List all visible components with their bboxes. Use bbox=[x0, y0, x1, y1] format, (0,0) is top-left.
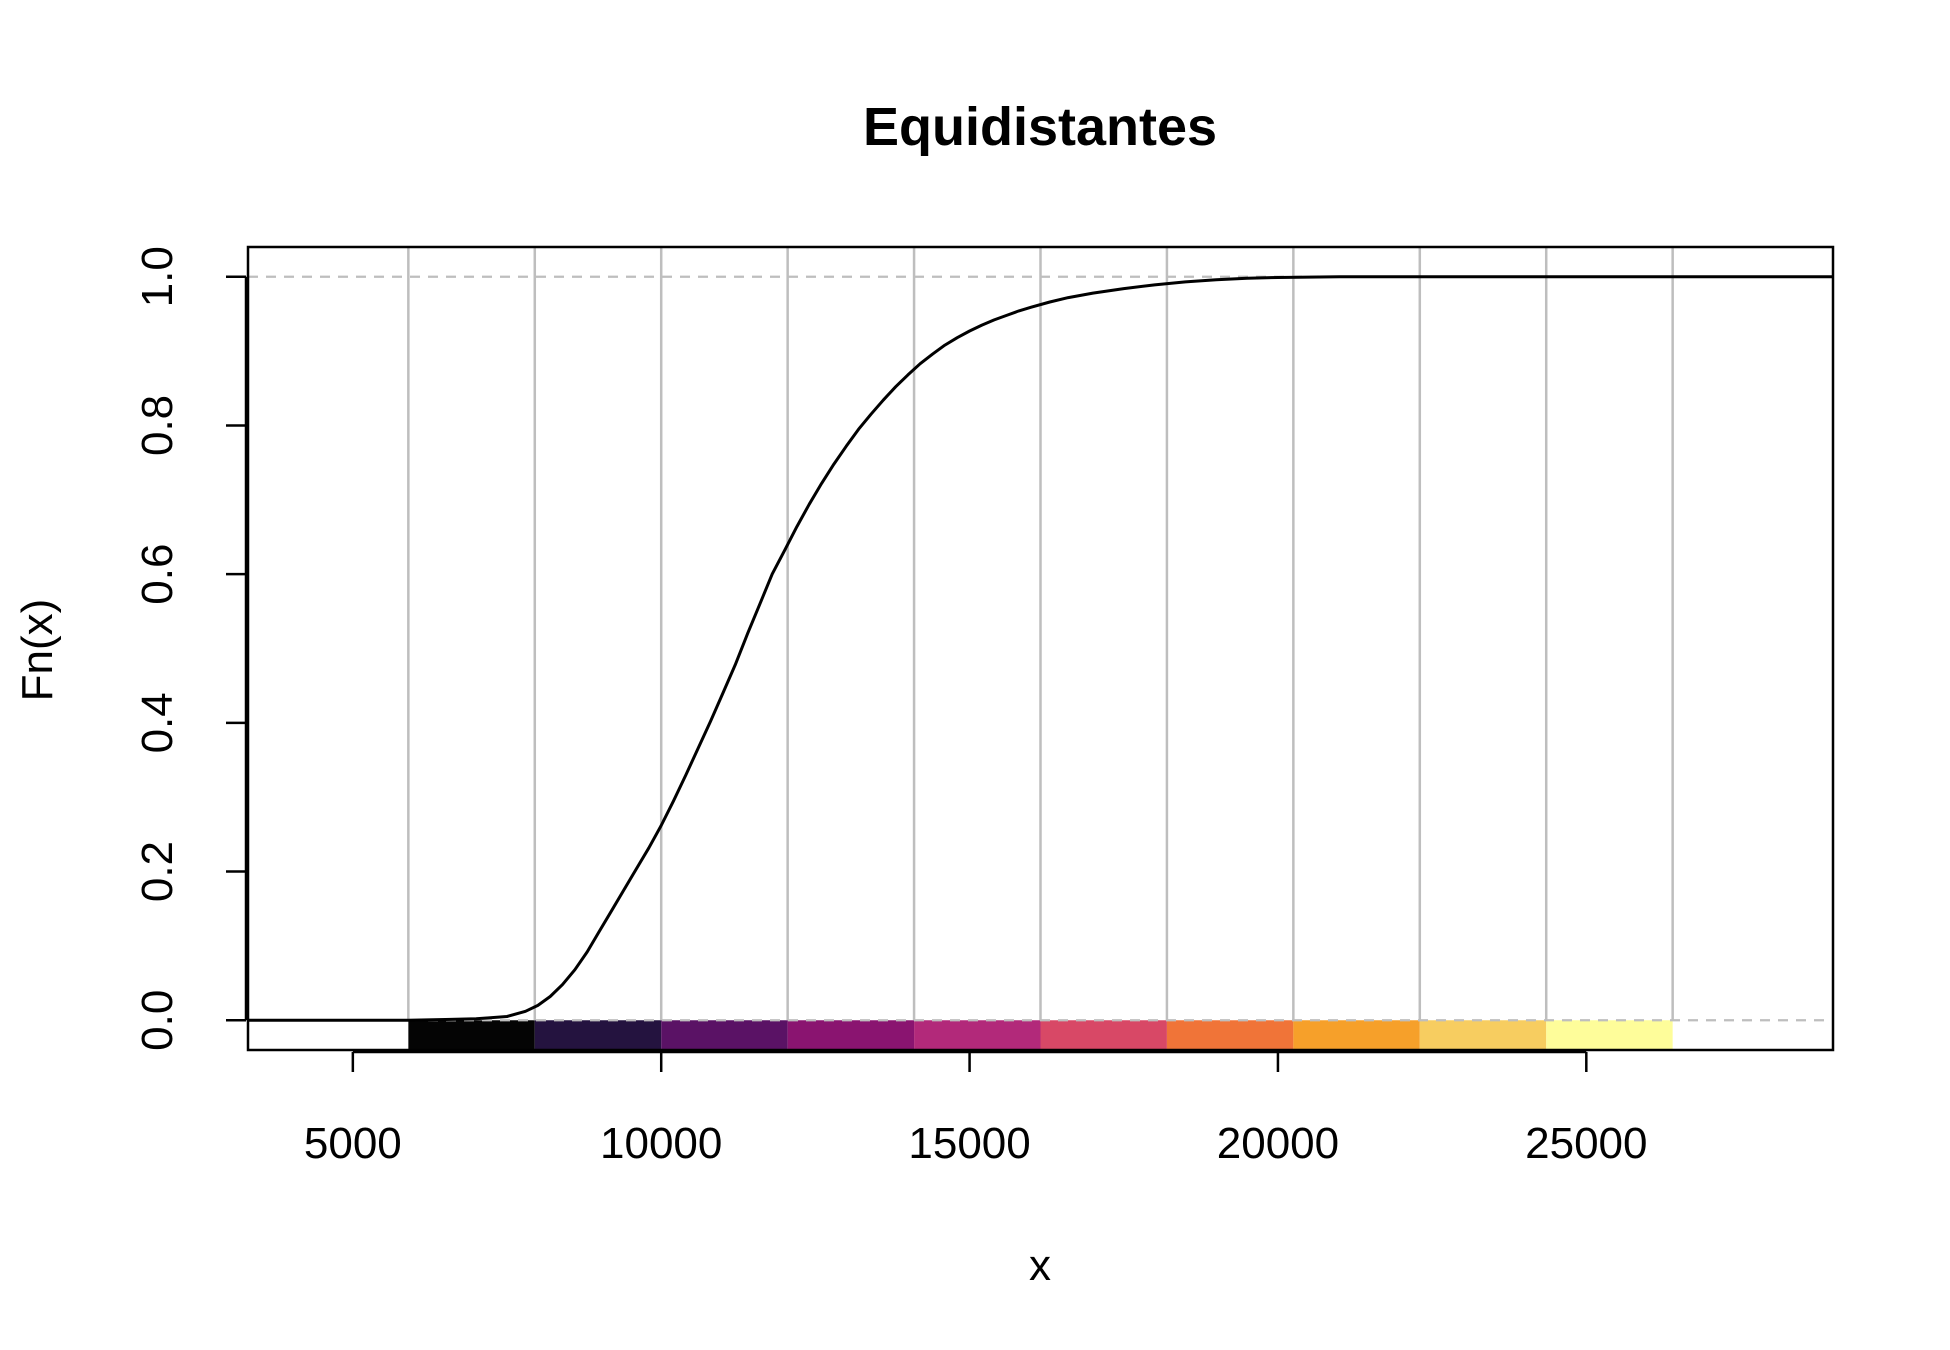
y-axis: 0.0 0.2 0.4 0.6 0.8 1.0 bbox=[133, 246, 248, 1051]
color-bands bbox=[408, 1020, 1673, 1050]
y-tick-label: 0.8 bbox=[133, 395, 182, 456]
x-axis: 5000 10000 15000 20000 25000 bbox=[304, 1050, 1647, 1168]
interval-band bbox=[1419, 1020, 1547, 1050]
interval-band bbox=[534, 1020, 662, 1050]
y-tick-label: 1.0 bbox=[133, 246, 182, 307]
ecdf-line bbox=[248, 275, 1833, 1022]
y-axis-label: Fn(x) bbox=[13, 599, 62, 702]
x-tick-label: 20000 bbox=[1217, 1119, 1339, 1168]
x-tick-label: 15000 bbox=[908, 1119, 1030, 1168]
x-axis-label: x bbox=[1029, 1241, 1051, 1290]
interval-band bbox=[661, 1020, 788, 1050]
interval-band bbox=[1040, 1020, 1167, 1050]
x-tick-label: 25000 bbox=[1525, 1119, 1647, 1168]
interval-band bbox=[1166, 1020, 1294, 1050]
chart-title: Equidistantes bbox=[863, 97, 1217, 157]
y-tick-label: 0.2 bbox=[133, 841, 182, 902]
x-tick-label: 10000 bbox=[600, 1119, 722, 1168]
x-tick-label: 5000 bbox=[304, 1119, 402, 1168]
plot-frame bbox=[246, 245, 1835, 1052]
y-tick-label: 0.6 bbox=[133, 544, 182, 605]
y-tick-label: 0.4 bbox=[133, 692, 182, 753]
interval-band bbox=[1293, 1020, 1420, 1050]
interval-band bbox=[408, 1020, 535, 1050]
interval-band bbox=[1546, 1020, 1673, 1050]
interval-band bbox=[787, 1020, 915, 1050]
interval-band bbox=[914, 1020, 1041, 1050]
breakpoint-lines bbox=[407, 247, 1674, 1021]
ecdf-series bbox=[248, 275, 1833, 1022]
y-tick-label: 0.0 bbox=[133, 990, 182, 1051]
